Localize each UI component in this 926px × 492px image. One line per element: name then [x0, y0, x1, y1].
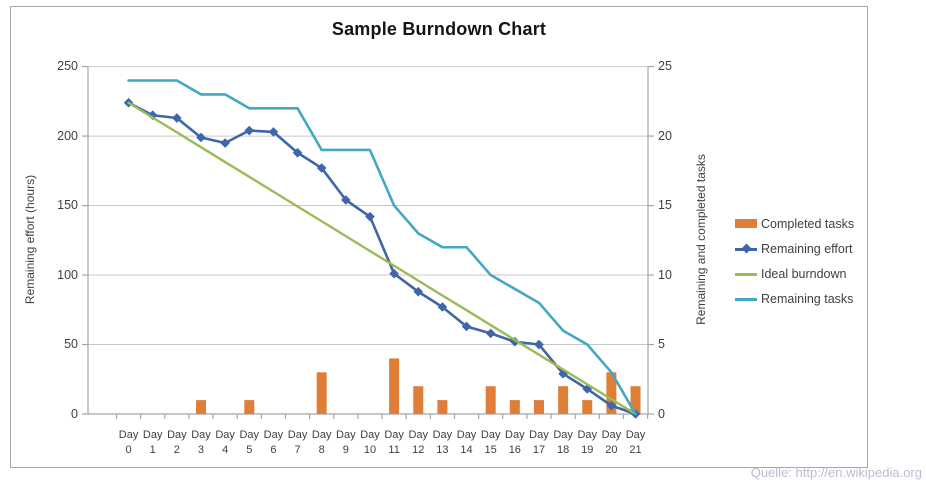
x-axis-category-label: Day 3: [191, 429, 211, 456]
legend-label: Ideal burndown: [761, 266, 847, 281]
chart-frame: [10, 6, 868, 468]
x-axis-category-label: Day 10: [360, 429, 380, 456]
x-axis-category-label: Day 6: [263, 429, 284, 456]
bar-completed-tasks: [437, 400, 448, 414]
x-axis-category-label: Day 15: [480, 429, 501, 456]
left-axis-title: Remaining effort (hours): [23, 174, 37, 305]
x-axis-category-label: Day 9: [336, 429, 356, 456]
left-axis-tick-label: 0: [71, 406, 78, 421]
ideal-burndown-swatch-icon: [735, 269, 757, 279]
legend-item-remaining-effort: Remaining effort: [735, 236, 854, 261]
effort-marker-diamond: [196, 132, 206, 143]
x-axis-category-label: Day 20: [601, 429, 622, 456]
remaining-effort-line: [127, 101, 637, 416]
effort-marker-diamond: [244, 125, 255, 136]
legend-item-completed-tasks: Completed tasks: [735, 211, 854, 236]
bar-completed-tasks: [509, 400, 520, 414]
left-axis-tick-label: 100: [57, 267, 78, 282]
x-axis-category-label: Day 11: [384, 429, 404, 456]
right-axis-tick-label: 15: [658, 198, 672, 213]
x-axis-category-label: Day 18: [553, 429, 573, 456]
x-axis-category-label: Day 16: [505, 429, 525, 456]
bar-completed-tasks: [485, 386, 496, 414]
bar-completed-tasks: [244, 400, 255, 414]
left-axis-tick-label: 50: [64, 337, 78, 352]
x-axis-category-label: Day 8: [311, 429, 332, 456]
x-axis-category-label: Day 7: [287, 429, 308, 456]
bar-completed-tasks: [413, 386, 424, 414]
right-axis-title: Remaining and completed tasks: [694, 154, 708, 325]
bar-completed-tasks: [316, 372, 327, 414]
bar-completed-tasks: [195, 400, 206, 414]
remaining-effort-swatch-icon: [735, 243, 757, 254]
right-axis-tick-label: 10: [658, 267, 672, 282]
x-axis-category-label: Day 13: [432, 429, 453, 456]
source-note: Quelle: http://en.wikipedia.org: [750, 465, 922, 480]
legend-label: Remaining tasks: [761, 291, 854, 306]
legend-label: Remaining effort: [761, 241, 853, 256]
remaining-tasks-line: [127, 79, 637, 416]
bar-completed-tasks: [606, 372, 617, 414]
effort-marker-diamond: [172, 113, 182, 123]
right-axis-tick-label: 20: [658, 128, 672, 143]
x-axis-category-label: Day 12: [408, 429, 429, 456]
effort-marker-diamond: [147, 110, 158, 121]
x-axis-category-label: Day 2: [167, 429, 187, 456]
x-axis-category-label: Day 21: [625, 429, 646, 456]
legend-item-remaining-tasks: Remaining tasks: [735, 286, 854, 311]
bar-completed-tasks: [533, 400, 544, 414]
x-axis-category-label: Day 1: [142, 429, 163, 456]
x-axis-category-label: Day 19: [577, 429, 598, 456]
right-axis-tick-label: 0: [658, 406, 665, 421]
bar-completed-tasks: [389, 358, 400, 414]
legend-label: Completed tasks: [761, 216, 855, 231]
x-axis-category-label: Day 14: [456, 429, 477, 456]
right-axis-tick-label: 5: [658, 337, 665, 352]
x-axis-category-label: Day 4: [215, 429, 235, 456]
left-axis-tick-label: 150: [57, 198, 78, 213]
remaining-tasks-swatch-icon: [735, 294, 757, 304]
bar-completed-tasks: [582, 400, 593, 414]
completed-tasks-swatch-icon: [735, 219, 757, 228]
right-axis-tick-label: 25: [658, 59, 672, 74]
x-axis-category-label: Day 17: [529, 429, 549, 456]
ideal-burndown-line: [127, 101, 637, 416]
bar-completed-tasks: [630, 386, 641, 414]
effort-marker-diamond: [220, 138, 230, 148]
legend: Completed tasks Remaining effort Ideal b…: [735, 211, 854, 311]
x-axis-category-label: Day 5: [239, 429, 260, 456]
chart-title: Sample Burndown Chart: [331, 19, 547, 39]
x-axis-category-label: Day 0: [118, 429, 139, 456]
left-axis-tick-label: 200: [57, 128, 78, 143]
effort-marker-diamond: [485, 328, 496, 339]
legend-item-ideal-burndown: Ideal burndown: [735, 261, 854, 286]
left-axis-tick-label: 250: [57, 59, 78, 74]
bar-completed-tasks: [558, 386, 569, 414]
